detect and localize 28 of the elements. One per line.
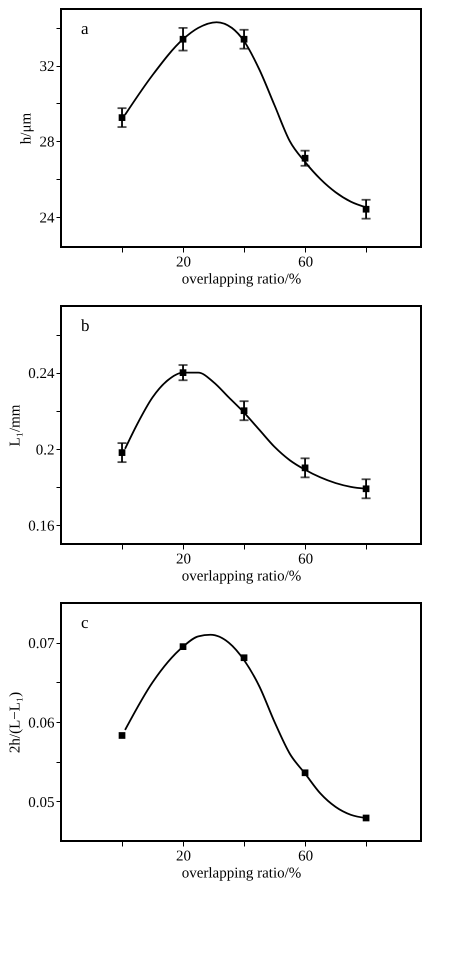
y-tick-label: 0.2 [36, 442, 54, 458]
x-axis-title: overlapping ratio/% [182, 568, 302, 584]
x-tick-label: 60 [298, 848, 314, 864]
y-tick-label: 24 [40, 210, 55, 226]
point [362, 814, 370, 822]
y-tick-label: 0.24 [28, 366, 55, 382]
y-axis-title: 2h/(L−L₁) [7, 692, 24, 754]
point [118, 114, 126, 121]
annotation: c [81, 613, 89, 632]
point [118, 732, 126, 739]
y-tick-label: 0.16 [28, 518, 55, 534]
annotation: a [81, 19, 89, 38]
y-tick-label: 0.07 [28, 636, 55, 652]
y-tick-label: 0.06 [28, 716, 55, 732]
y-tick-label: 28 [40, 134, 54, 151]
x-tick-label: 20 [176, 848, 192, 864]
x-axis-title: overlapping ratio/% [182, 866, 302, 882]
x-tick-label: 60 [298, 552, 314, 568]
y-axis-title: L₁/mm [7, 404, 24, 446]
point [118, 449, 126, 456]
annotation: b [81, 316, 90, 335]
y-tick-label: 32 [40, 59, 54, 76]
x-tick-label: 20 [176, 552, 192, 568]
x-tick-label: 60 [298, 254, 314, 270]
x-axis-title: overlapping ratio/% [182, 272, 302, 288]
x-tick-label: 20 [176, 254, 192, 270]
y-axis-title: h/μm [18, 112, 34, 144]
y-tick-label: 0.05 [28, 794, 54, 811]
